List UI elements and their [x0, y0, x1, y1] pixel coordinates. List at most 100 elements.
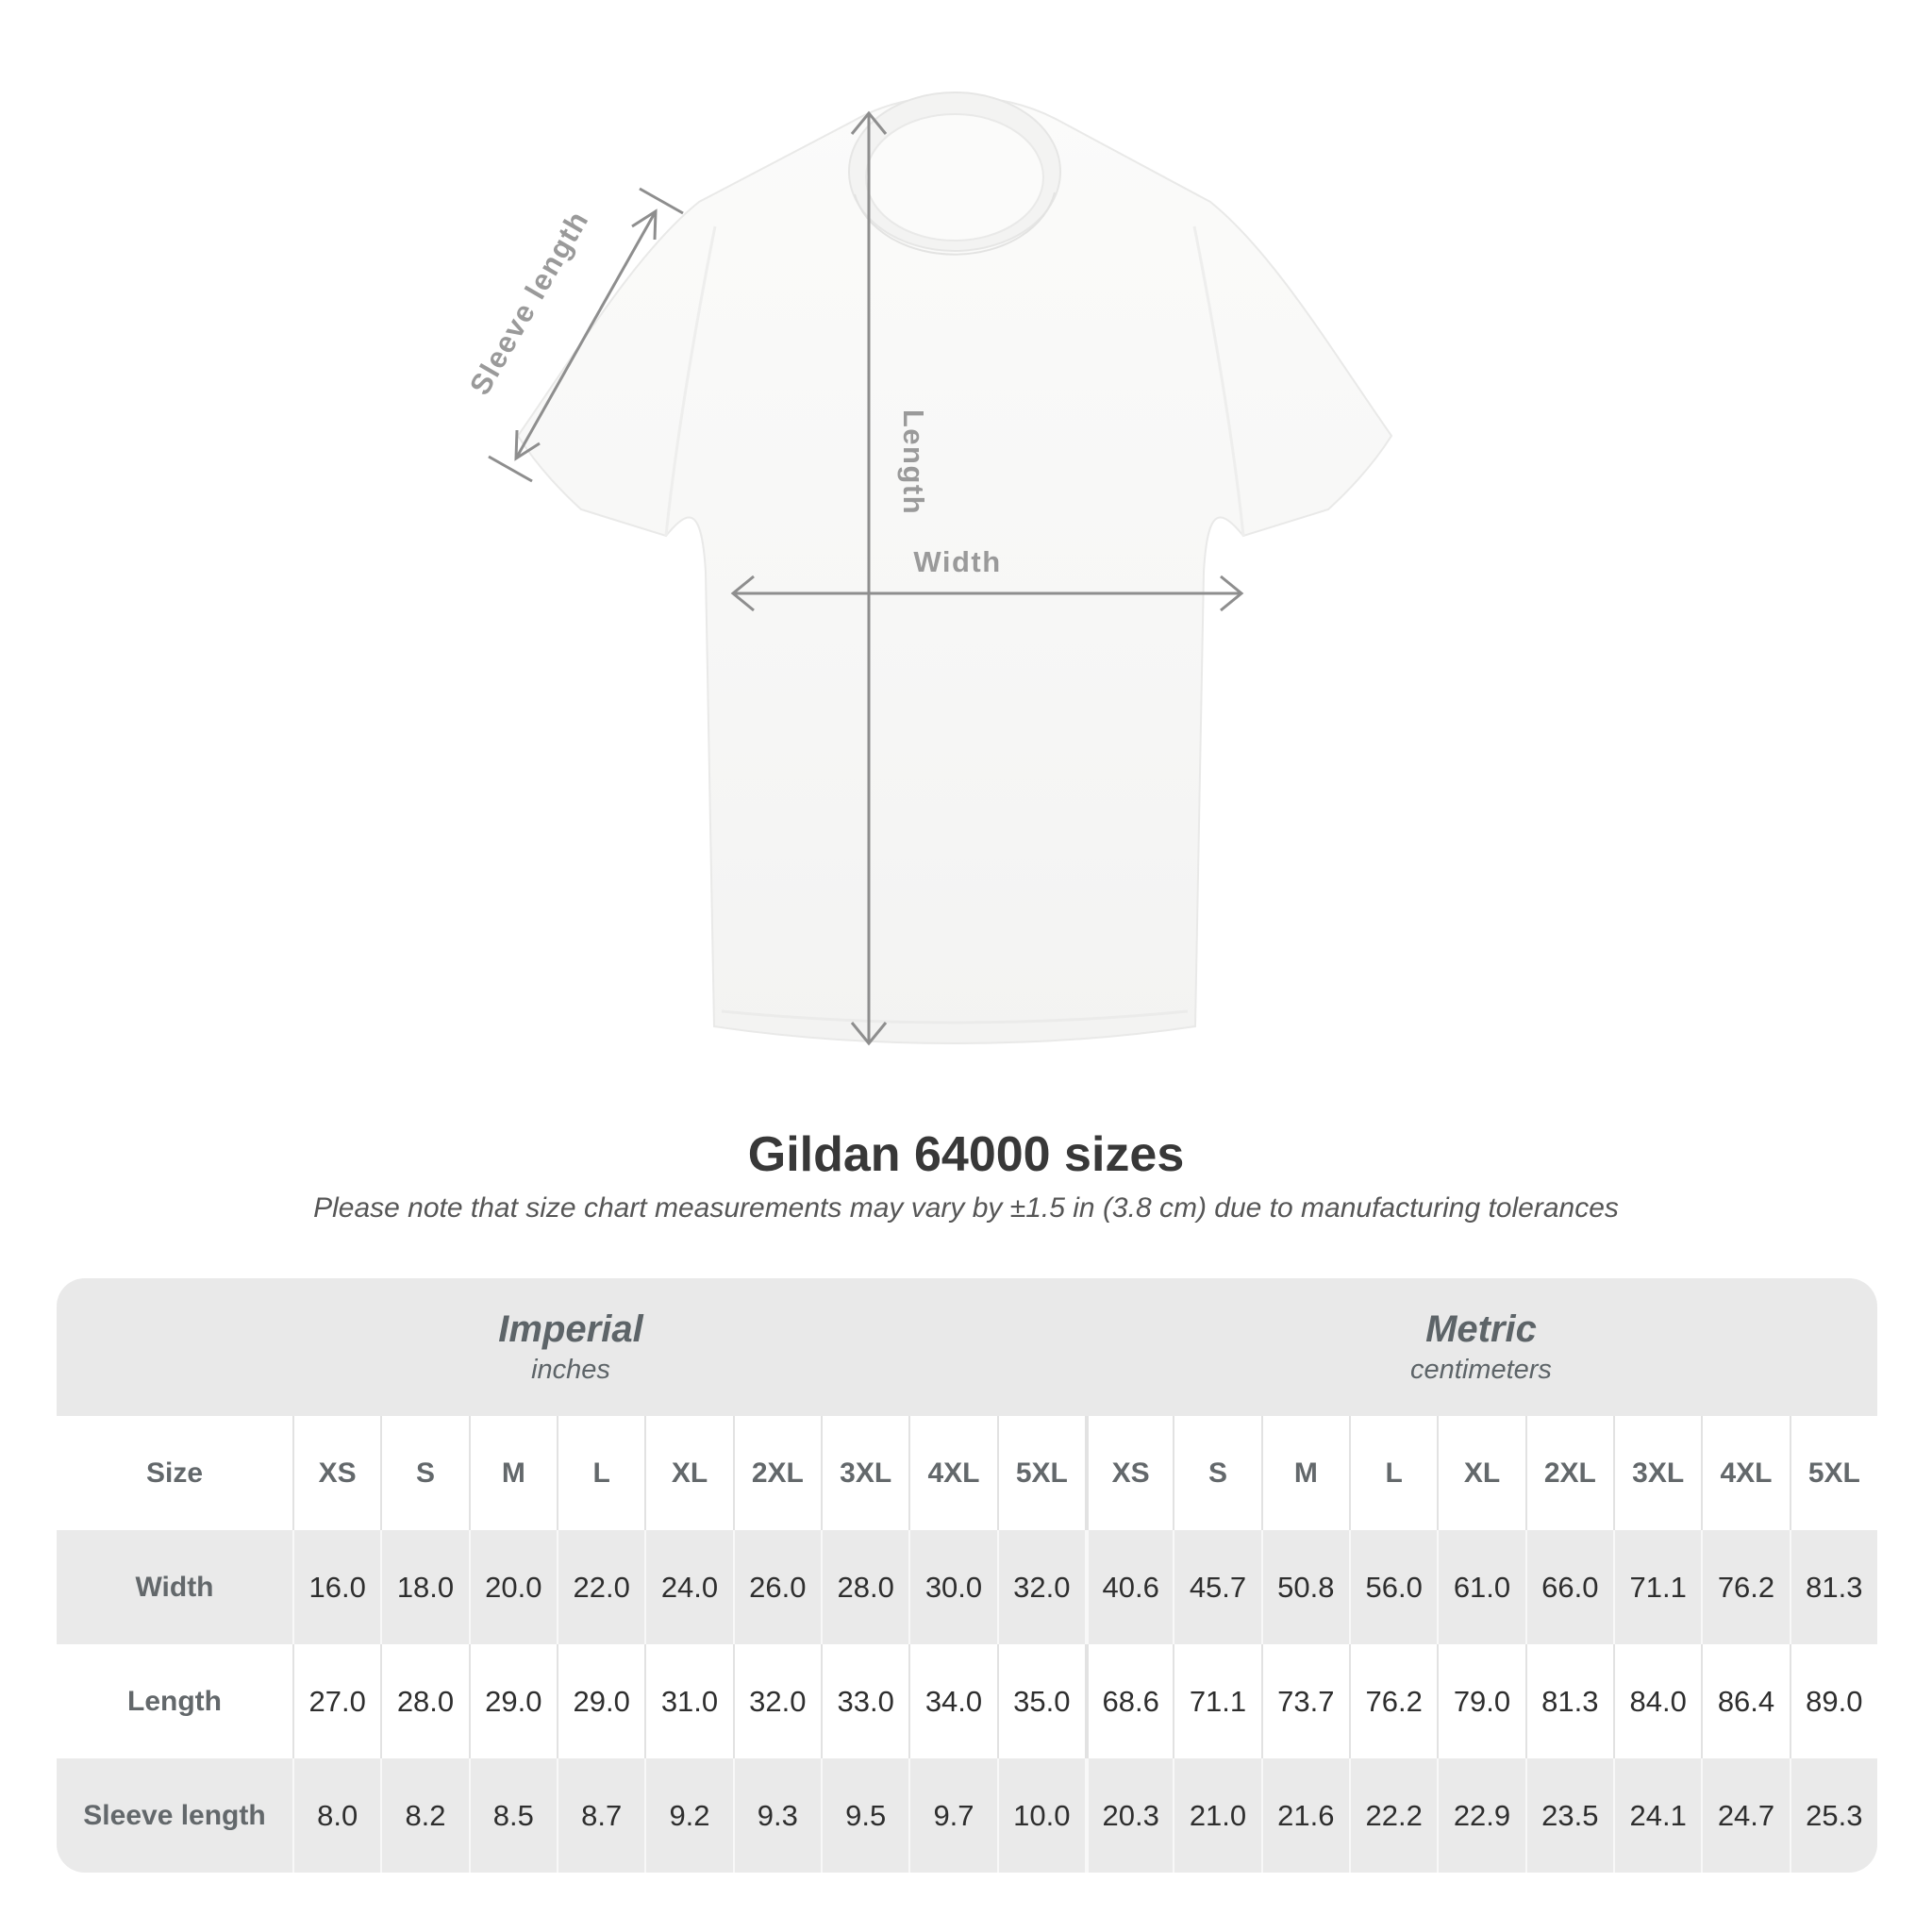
value-cell: 40.6 [1085, 1530, 1173, 1644]
value-cell: 50.8 [1260, 1530, 1349, 1644]
value-cell: 81.3 [1789, 1530, 1877, 1644]
value-cell: 23.5 [1524, 1758, 1613, 1873]
value-cell: 30.0 [908, 1530, 996, 1644]
imperial-unit-header: Imperial inches [57, 1278, 1085, 1416]
value-cell: 68.6 [1085, 1644, 1173, 1758]
length-label: Length [897, 409, 930, 515]
value-cell: 18.0 [380, 1530, 468, 1644]
size-header-cell: 5XL [1789, 1416, 1877, 1530]
size-header-cell: XS [1085, 1416, 1173, 1530]
value-cell: 28.0 [380, 1644, 468, 1758]
size-header-cell: XL [644, 1416, 732, 1530]
metric-unit-label: centimeters [1410, 1355, 1552, 1385]
hem-stitch [721, 1009, 1189, 1024]
value-cell: 79.0 [1437, 1644, 1524, 1758]
value-cell: 89.0 [1789, 1644, 1877, 1758]
value-cell: 81.3 [1524, 1644, 1613, 1758]
imperial-label: Imperial [498, 1308, 643, 1350]
value-cell: 21.6 [1260, 1758, 1349, 1873]
tshirt-illustration [516, 92, 1393, 1045]
value-cell: 45.7 [1173, 1530, 1260, 1644]
value-cell: 26.0 [732, 1530, 821, 1644]
unit-band: Imperial inches Metric centimeters [57, 1278, 1877, 1416]
size-header-cell: 5XL [996, 1416, 1085, 1530]
value-cell: 8.0 [292, 1758, 380, 1873]
tshirt-body [516, 94, 1393, 1045]
value-cell: 71.1 [1613, 1530, 1701, 1644]
imperial-unit-label: inches [531, 1355, 610, 1385]
value-cell: 86.4 [1701, 1644, 1789, 1758]
size-header-cell: L [557, 1416, 644, 1530]
size-header-cell: M [468, 1416, 557, 1530]
size-header-cell: 2XL [732, 1416, 821, 1530]
row-label: Width [135, 1571, 214, 1603]
value-cell: 33.0 [821, 1644, 908, 1758]
length-row: Length 27.0 28.0 29.0 29.0 31.0 32.0 33.0 34.0 35… [57, 1644, 1877, 1758]
width-row: Width 16.0 18.0 20.0 22.0 24.0 26.0 28.0 30.0 32.… [57, 1530, 1877, 1644]
size-header-cell: 2XL [1524, 1416, 1613, 1530]
value-cell: 73.7 [1260, 1644, 1349, 1758]
sleeve-length-arrow [488, 187, 684, 483]
value-cell: 28.0 [821, 1530, 908, 1644]
value-cell: 8.7 [557, 1758, 644, 1873]
value-cell: 35.0 [996, 1644, 1085, 1758]
value-cell: 29.0 [468, 1644, 557, 1758]
value-cell: 21.0 [1173, 1758, 1260, 1873]
row-label: Length [127, 1685, 222, 1717]
size-header-cell: 4XL [908, 1416, 996, 1530]
collar-stitch [854, 192, 1056, 256]
page-title: Gildan 64000 sizes [747, 1127, 1185, 1182]
value-cell: 25.3 [1789, 1758, 1877, 1873]
value-cell: 20.3 [1085, 1758, 1173, 1873]
size-header-cell: 3XL [821, 1416, 908, 1530]
size-header-cell: L [1349, 1416, 1437, 1530]
value-cell: 66.0 [1524, 1530, 1613, 1644]
width-arrow [730, 575, 1244, 612]
metric-label: Metric [1425, 1308, 1537, 1350]
value-cell: 8.5 [468, 1758, 557, 1873]
tshirt-diagram: Sleeve length Length Width [463, 92, 1393, 1046]
value-cell: 9.3 [732, 1758, 821, 1873]
row-label: Sleeve length [83, 1799, 266, 1831]
size-header-cell: S [380, 1416, 468, 1530]
value-cell: 84.0 [1613, 1644, 1701, 1758]
size-header-cell: XL [1437, 1416, 1524, 1530]
value-cell: 22.2 [1349, 1758, 1437, 1873]
size-header-cell: S [1173, 1416, 1260, 1530]
value-cell: 34.0 [908, 1644, 996, 1758]
value-cell: 22.0 [557, 1530, 644, 1644]
value-cell: 29.0 [557, 1644, 644, 1758]
size-header-cell: M [1260, 1416, 1349, 1530]
value-cell: 9.2 [644, 1758, 732, 1873]
size-header-cell: XS [292, 1416, 380, 1530]
tolerance-note: Please note that size chart measurements… [313, 1192, 1619, 1224]
left-sleeve-seam [664, 225, 717, 537]
value-cell: 9.5 [821, 1758, 908, 1873]
value-cell: 22.9 [1437, 1758, 1524, 1873]
value-cell: 16.0 [292, 1530, 380, 1644]
value-cell: 24.1 [1613, 1758, 1701, 1873]
value-cell: 10.0 [996, 1758, 1085, 1873]
value-cell: 27.0 [292, 1644, 380, 1758]
value-cell: 20.0 [468, 1530, 557, 1644]
width-label: Width [913, 545, 1001, 578]
value-cell: 56.0 [1349, 1530, 1437, 1644]
sleeve-length-row: Sleeve length 8.0 8.2 8.5 8.7 9.2 9.3 9.5 9.7 10.… [57, 1758, 1877, 1873]
size-header-row: Size XS S M L XL 2XL 3XL 4XL 5XL XS S M L XL 2XL 3XL 4XL 5… [57, 1416, 1877, 1530]
metric-unit-header: Metric centimeters [1085, 1278, 1877, 1416]
row-label: Size [145, 1457, 204, 1489]
size-table: Imperial inches Metric centimeters Size X… [57, 1278, 1877, 1873]
value-cell: 61.0 [1437, 1530, 1524, 1644]
value-cell: 9.7 [908, 1758, 996, 1873]
value-cell: 76.2 [1701, 1530, 1789, 1644]
value-cell: 76.2 [1349, 1644, 1437, 1758]
collar-opening [865, 113, 1044, 242]
value-cell: 24.0 [644, 1530, 732, 1644]
size-table-grid: Size XS S M L XL 2XL 3XL 4XL 5XL XS S M L XL 2XL 3XL 4XL 5… [57, 1416, 1877, 1873]
size-header-cell: 4XL [1701, 1416, 1789, 1530]
value-cell: 71.1 [1173, 1644, 1260, 1758]
value-cell: 8.2 [380, 1758, 468, 1873]
value-cell: 24.7 [1701, 1758, 1789, 1873]
value-cell: 32.0 [732, 1644, 821, 1758]
